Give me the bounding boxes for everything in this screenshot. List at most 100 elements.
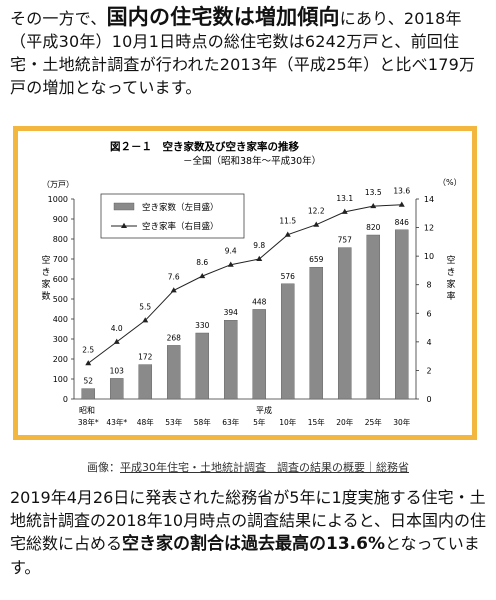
rate-marker [142, 317, 149, 323]
rate-value-label: 4.0 [111, 324, 123, 333]
left-tick-label: 600 [53, 275, 68, 284]
rate-value-label: 2.5 [82, 345, 94, 354]
rate-value-label: 5.5 [139, 302, 151, 311]
left-tick-label: 900 [53, 215, 68, 224]
rate-value-label: 8.6 [196, 258, 208, 267]
left-axis-char: き [41, 267, 50, 278]
era-showa-label: 昭和 [79, 406, 95, 415]
chart-title: 図２－１ 空き家数及び空き家率の推移 [110, 140, 299, 153]
left-tick-label: 200 [53, 355, 68, 364]
rate-value-label: 13.1 [336, 194, 353, 203]
category-label: 38年* [78, 417, 99, 427]
right-axis-char: 空 [446, 254, 455, 266]
rate-value-label: 7.6 [168, 272, 180, 281]
category-label: 5年 [253, 417, 266, 427]
outro-paragraph: 2019年4月26日に発表された総務省が5年に1度実施する住宅・土地統計調査の2… [10, 486, 490, 579]
intro-text-1: その一方で、 [10, 9, 107, 28]
chart-subtitle: －全国（昭和38年～平成30年） [183, 155, 321, 167]
rate-marker [341, 208, 348, 214]
category-label: 10年 [279, 417, 297, 427]
rate-marker [398, 201, 405, 207]
legend-box [100, 193, 245, 239]
rate-value-label: 9.8 [253, 241, 265, 250]
bar-value-label: 52 [83, 377, 93, 386]
bar-value-label: 172 [138, 353, 153, 362]
image-caption: 画像：平成30年住宅・土地統計調査 調査の結果の概要｜総務省 [0, 459, 496, 475]
bar [195, 332, 210, 400]
bar-value-label: 576 [281, 272, 296, 281]
bar [166, 345, 181, 400]
bar [81, 388, 96, 400]
rate-marker [227, 261, 234, 267]
category-label: 53年 [165, 417, 183, 427]
rate-value-label: 13.6 [393, 187, 410, 196]
intro-text-2: にあり、2018年（平成30年）10月1日時点の総住宅数は6242万戸と、前回住… [10, 9, 476, 97]
outro-text-2: となっています。 [10, 534, 480, 577]
left-tick-label: 0 [63, 395, 68, 404]
right-axis-label: 空き家率 [446, 254, 455, 302]
rate-value-label: 11.5 [279, 217, 296, 226]
bar-value-label: 757 [338, 236, 353, 245]
chart-legend: 空き家数（左目盛） 空き家率（右目盛） [100, 193, 245, 239]
rate-marker [170, 287, 177, 293]
chart-frame: 図２－１ 空き家数及び空き家率の推移 －全国（昭和38年～平成30年） （万戸）… [13, 126, 477, 440]
bar [309, 266, 324, 400]
left-axis-label: 空き家数 [41, 254, 50, 302]
bar-value-label: 846 [395, 218, 410, 227]
rate-marker [370, 202, 377, 209]
legend-line-label: 空き家率（右目盛） [142, 221, 219, 232]
intro-paragraph: その一方で、国内の住宅数は増加傾向にあり、2018年（平成30年）10月1日時点… [10, 6, 490, 99]
left-tick-label: 1000 [48, 195, 68, 204]
bar [337, 247, 352, 400]
bar [366, 234, 381, 400]
bar-value-label: 820 [366, 223, 381, 232]
legend-bar-label: 空き家数（左目盛） [142, 202, 219, 213]
caption-source-link[interactable]: 平成30年住宅・土地統計調査 調査の結果の概要｜総務省 [120, 461, 409, 474]
left-tick-label: 400 [53, 315, 68, 324]
bar-value-label: 448 [252, 297, 267, 306]
rate-line [87, 204, 402, 364]
category-label: 30年 [393, 417, 411, 427]
left-tick-label: 500 [53, 295, 68, 304]
bar [394, 229, 409, 400]
right-tick-label: 10 [424, 252, 434, 261]
left-tick-label: 100 [53, 375, 68, 384]
right-axis-char: 率 [446, 290, 455, 302]
rate-marker [313, 221, 320, 227]
left-axis-char: 空 [41, 254, 50, 266]
bar-value-label: 268 [167, 333, 182, 342]
bar [109, 378, 124, 400]
bar-value-label: 330 [195, 321, 210, 330]
left-tick-label: 300 [53, 335, 68, 344]
outro-highlight: 空き家の割合は過去最高の13.6% [122, 534, 385, 554]
right-axis-char: 家 [446, 278, 455, 290]
era-heisei-label: 平成 [256, 405, 272, 415]
category-label: 63年 [222, 417, 240, 427]
category-label: 15年 [308, 417, 326, 427]
rate-marker [85, 360, 92, 366]
category-label: 43年* [106, 417, 127, 427]
right-tick-label: 6 [426, 309, 431, 318]
bar [138, 364, 153, 400]
right-tick-label: 12 [424, 224, 434, 233]
intro-highlight: 国内の住宅数は増加傾向 [106, 5, 340, 29]
category-label: 58年 [194, 417, 212, 427]
rate-marker [284, 231, 291, 237]
right-axis-char: き [446, 267, 455, 278]
bar-value-label: 394 [224, 308, 239, 317]
left-axis-char: 数 [41, 290, 50, 302]
rate-value-label: 9.4 [225, 247, 237, 256]
right-tick-label: 2 [426, 366, 431, 375]
right-unit: （%） [438, 178, 462, 187]
vacancy-chart: 図２－１ 空き家数及び空き家率の推移 －全国（昭和38年～平成30年） （万戸）… [41, 140, 462, 427]
left-tick-label: 700 [53, 255, 68, 264]
bar-value-label: 103 [110, 366, 125, 375]
bar-value-label: 659 [309, 255, 324, 264]
rate-value-label: 12.2 [308, 207, 325, 216]
rate-marker [256, 255, 263, 261]
right-tick-label: 8 [426, 281, 431, 290]
bar [252, 309, 267, 400]
category-label: 48年 [137, 417, 155, 427]
legend-line-marker [121, 222, 127, 228]
bar [223, 319, 238, 400]
